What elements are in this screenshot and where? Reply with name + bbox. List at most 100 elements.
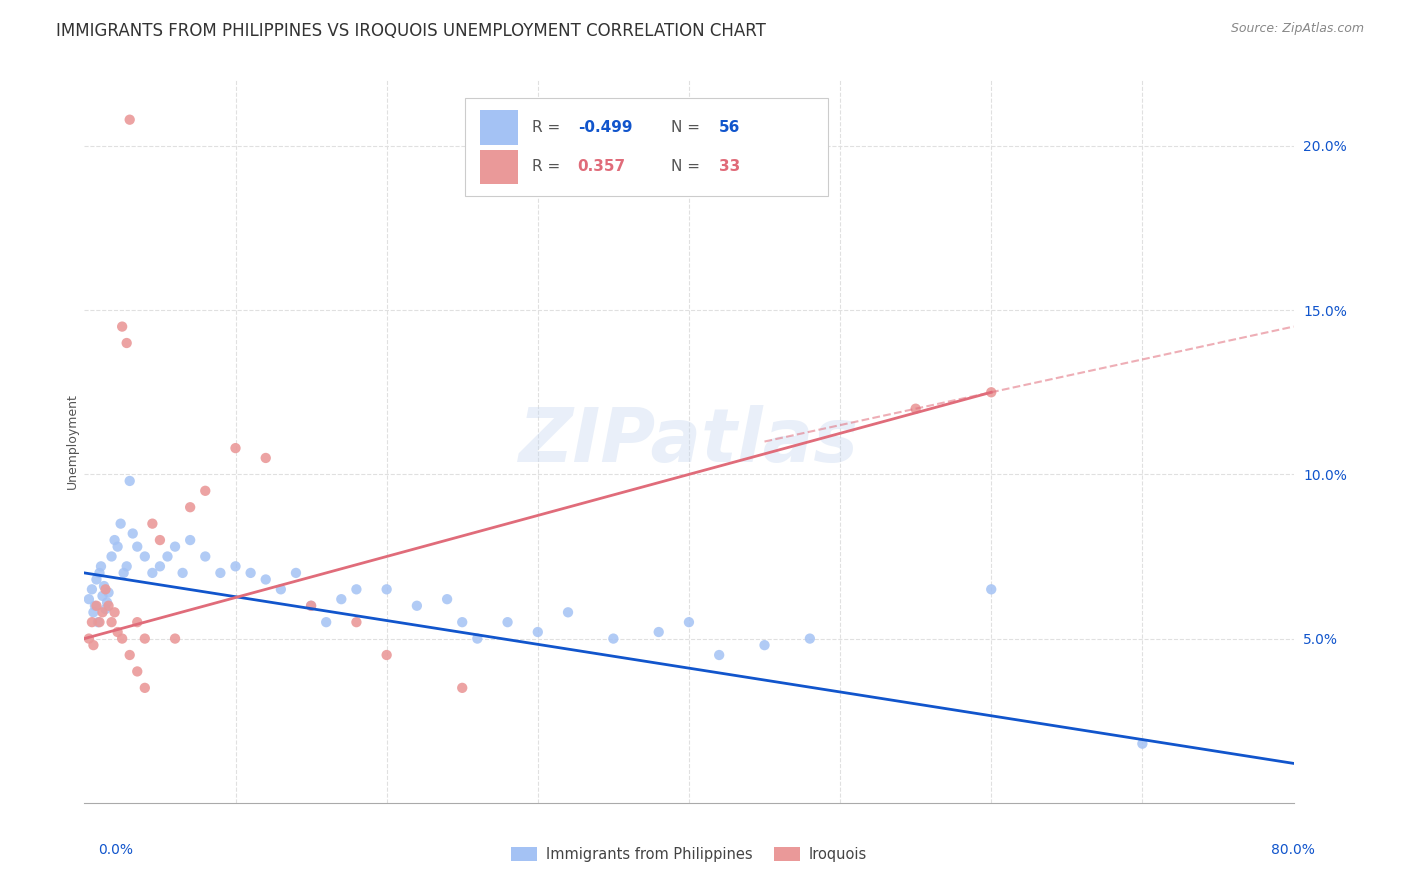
Point: [82, 605, 104, 619]
Point: [165, 540, 187, 554]
Point: [179, 533, 201, 547]
Text: 56: 56: [720, 120, 741, 135]
Point: [225, 559, 247, 574]
Point: [115, 336, 138, 351]
Point: [110, 516, 132, 531]
Point: [254, 450, 277, 465]
Point: [678, 615, 700, 630]
Text: N =: N =: [671, 160, 704, 175]
Point: [527, 625, 550, 640]
Point: [406, 599, 429, 613]
Point: [82, 638, 104, 652]
Point: [134, 681, 156, 695]
FancyBboxPatch shape: [479, 150, 519, 185]
Point: [86, 573, 108, 587]
Point: [134, 632, 156, 646]
Text: Source: ZipAtlas.com: Source: ZipAtlas.com: [1230, 22, 1364, 36]
Point: [315, 615, 337, 630]
Point: [194, 483, 217, 498]
Text: R =: R =: [531, 160, 569, 175]
Point: [104, 605, 127, 619]
Point: [127, 615, 149, 630]
FancyBboxPatch shape: [479, 110, 519, 145]
Text: 80.0%: 80.0%: [1271, 843, 1315, 857]
Legend: Immigrants from Philippines, Iroquois: Immigrants from Philippines, Iroquois: [505, 840, 873, 868]
Point: [91, 589, 114, 603]
Point: [172, 566, 194, 580]
Point: [799, 632, 821, 646]
Y-axis label: Unemployment: Unemployment: [66, 393, 79, 490]
Point: [111, 319, 134, 334]
Point: [330, 592, 353, 607]
Point: [93, 579, 115, 593]
Point: [602, 632, 624, 646]
Point: [100, 615, 122, 630]
Point: [97, 599, 120, 613]
Point: [107, 625, 129, 640]
Point: [141, 516, 163, 531]
Point: [104, 533, 127, 547]
Point: [127, 540, 149, 554]
Point: [225, 441, 247, 455]
Text: N =: N =: [671, 120, 704, 135]
Text: 0.357: 0.357: [578, 160, 626, 175]
Point: [179, 500, 201, 515]
Point: [127, 665, 149, 679]
Point: [118, 112, 141, 127]
FancyBboxPatch shape: [465, 98, 828, 196]
Point: [80, 615, 103, 630]
Point: [375, 582, 398, 597]
Text: -0.499: -0.499: [578, 120, 633, 135]
Point: [1132, 737, 1154, 751]
Point: [149, 533, 172, 547]
Point: [111, 632, 134, 646]
Point: [87, 615, 110, 630]
Point: [451, 681, 474, 695]
Point: [270, 582, 292, 597]
Point: [107, 540, 129, 554]
Point: [77, 592, 100, 607]
Point: [375, 648, 398, 662]
Point: [100, 549, 122, 564]
Point: [754, 638, 776, 652]
Point: [980, 582, 1002, 597]
Point: [904, 401, 927, 416]
Text: ZIPatlas: ZIPatlas: [519, 405, 859, 478]
Point: [91, 605, 114, 619]
Point: [299, 599, 322, 613]
Point: [115, 559, 138, 574]
Point: [285, 566, 308, 580]
Text: IMMIGRANTS FROM PHILIPPINES VS IROQUOIS UNEMPLOYMENT CORRELATION CHART: IMMIGRANTS FROM PHILIPPINES VS IROQUOIS …: [56, 22, 766, 40]
Text: R =: R =: [531, 120, 565, 135]
Point: [118, 648, 141, 662]
Text: 33: 33: [720, 160, 741, 175]
Point: [112, 566, 135, 580]
Point: [89, 615, 111, 630]
Point: [84, 599, 107, 613]
Point: [94, 582, 117, 597]
Point: [94, 602, 117, 616]
Point: [141, 566, 163, 580]
Point: [451, 615, 474, 630]
Point: [165, 632, 187, 646]
Point: [254, 573, 277, 587]
Point: [299, 599, 322, 613]
Point: [496, 615, 519, 630]
Point: [118, 474, 141, 488]
Point: [346, 615, 368, 630]
Point: [156, 549, 179, 564]
Point: [467, 632, 489, 646]
Point: [96, 595, 118, 609]
Text: 0.0%: 0.0%: [98, 843, 134, 857]
Point: [346, 582, 368, 597]
Point: [134, 549, 156, 564]
Point: [557, 605, 579, 619]
Point: [121, 526, 143, 541]
Point: [980, 385, 1002, 400]
Point: [90, 559, 112, 574]
Point: [194, 549, 217, 564]
Point: [77, 632, 100, 646]
Point: [97, 585, 120, 599]
Point: [709, 648, 731, 662]
Point: [209, 566, 232, 580]
